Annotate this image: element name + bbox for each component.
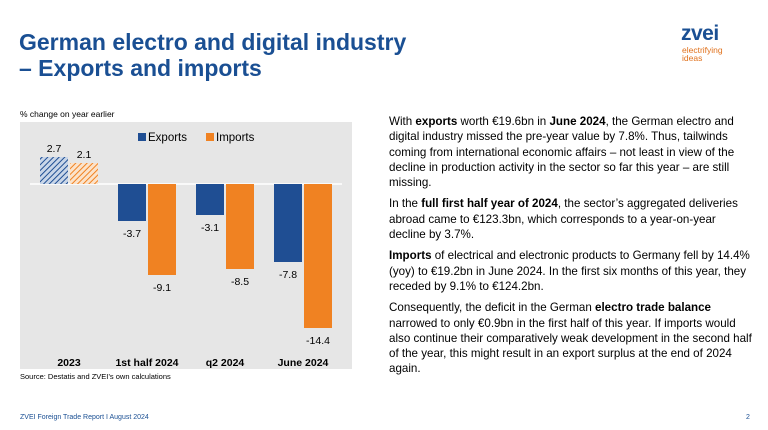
paragraph-1: With exports worth €19.6bn in June 2024,… <box>389 114 753 190</box>
legend-swatch-exports <box>138 133 146 141</box>
slide-title-line-2: – Exports and imports <box>19 55 262 81</box>
slide-title-line-1: German electro and digital industry <box>19 29 407 55</box>
text-run: , the German electro and digital industr… <box>389 115 735 190</box>
logo-tagline: electrifying ideas <box>682 45 723 63</box>
text-run: worth €19.6bn in <box>457 115 550 128</box>
data-label-exports-4: -7.8 <box>279 269 297 281</box>
data-label-exports-2: -3.7 <box>123 228 141 240</box>
data-label-imports-1: 2.1 <box>77 149 92 161</box>
bar-imports-3 <box>226 184 254 269</box>
logo-tagline-line-1: electrifying <box>682 45 723 55</box>
bar-imports-4 <box>304 184 332 328</box>
data-label-exports-1: 2.7 <box>47 143 62 155</box>
bold-term: exports <box>415 115 458 128</box>
text-run: of electrical and electronic products to… <box>389 249 750 293</box>
paragraph-4: Consequently, the deficit in the German … <box>389 300 753 376</box>
data-label-imports-4: -14.4 <box>306 335 330 347</box>
data-label-exports-3: -3.1 <box>201 222 219 234</box>
footer-text: ZVEI Foreign Trade Report I August 2024 <box>20 414 149 421</box>
bold-term: Imports <box>389 249 432 263</box>
logo-word: zvei <box>681 22 719 45</box>
text-run: In the <box>389 197 422 211</box>
bar-exports-2 <box>118 184 146 221</box>
logo-tagline-line-2: ideas <box>682 53 703 63</box>
legend-label-imports: Imports <box>216 132 255 144</box>
data-label-imports-2: -9.1 <box>153 282 171 294</box>
bar-imports-2 <box>148 184 176 275</box>
page-number: 2 <box>746 414 750 421</box>
legend-swatch-imports <box>206 133 214 141</box>
text-run: Consequently, the deficit in the German <box>389 301 596 315</box>
text-run: narrowed to only €0.9bn in the first hal… <box>389 316 752 376</box>
zvei-logo: zvei electrifying ideas <box>681 22 751 62</box>
bold-term: June 2024 <box>549 115 606 128</box>
slide-title: German electro and digital industry – Ex… <box>19 29 406 81</box>
chart-area: 2.7 2.1 2023 -3.7 -9.1 1st half 2024 -3.1 -8.5 q… <box>20 122 352 369</box>
category-label: 2023 <box>57 357 81 369</box>
paragraph-3: Imports of electrical and electronic pro… <box>389 248 753 294</box>
data-label-imports-3: -8.5 <box>231 276 249 288</box>
bold-term: electro trade balance <box>595 301 712 315</box>
paragraph-2: In the full first half year of 2024, the… <box>389 196 753 242</box>
text-run: With <box>389 115 416 128</box>
legend-label-exports: Exports <box>148 132 187 144</box>
category-label: June 2024 <box>278 357 329 369</box>
commentary-text: With exports worth €19.6bn in June 2024,… <box>389 114 753 383</box>
bar-imports-1 <box>70 163 98 184</box>
bar-exports-1 <box>40 157 68 184</box>
chart-unit-note: % change on year earlier <box>20 109 115 119</box>
bold-term: full first half year of 2024 <box>421 197 558 211</box>
bar-exports-4 <box>274 184 302 262</box>
bar-exports-3 <box>196 184 224 215</box>
text-run: , the sector’s aggregated deliveries abr… <box>389 197 738 242</box>
bar-chart: 2.7 2.1 2023 -3.7 -9.1 1st half 2024 -3.1 -8.5 q… <box>30 132 342 369</box>
category-label: q2 2024 <box>206 357 245 369</box>
category-label: 1st half 2024 <box>115 357 178 369</box>
source-note: Source: Destatis and ZVEI’s own calculat… <box>20 372 171 381</box>
